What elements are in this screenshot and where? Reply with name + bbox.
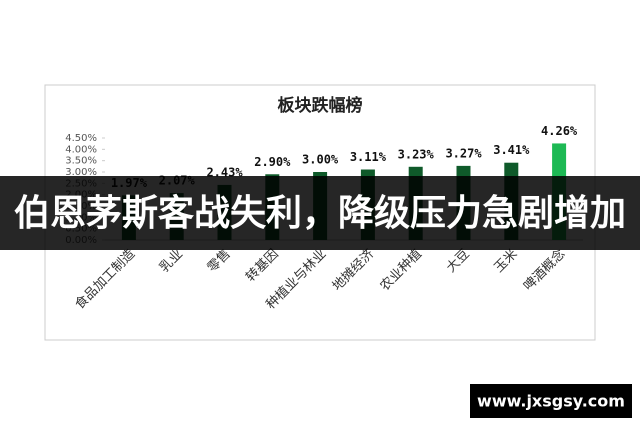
value-label: 4.26% (541, 124, 578, 138)
value-label: 2.43% (206, 165, 243, 179)
chart-title: 板块跌幅榜 (278, 95, 363, 116)
value-label: 3.41% (493, 143, 530, 157)
watermark: www.jxsgsy.com (477, 392, 625, 411)
banner-bg (0, 176, 640, 250)
value-label: 3.27% (445, 146, 482, 160)
y-tick-label: 3.50% (65, 156, 97, 167)
value-label: 3.11% (350, 150, 387, 164)
watermark-bg (470, 384, 632, 418)
value-label: 3.23% (398, 147, 435, 161)
y-tick-label: 3.00% (65, 167, 97, 178)
y-tick-label: 4.50% (65, 133, 97, 144)
value-label: 2.90% (254, 155, 291, 169)
y-tick-label: 4.00% (65, 144, 97, 155)
value-label: 3.00% (302, 153, 339, 167)
banner: 伯恩茅斯客战失利，降级压力急剧增加 (14, 193, 626, 234)
